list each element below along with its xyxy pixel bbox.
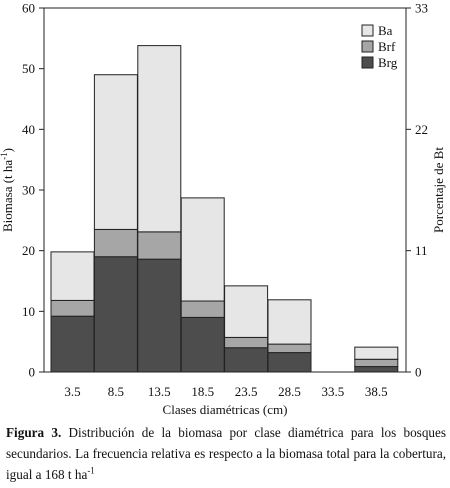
bars (50, 45, 399, 373)
bar-segment-brg-18-5 (180, 316, 225, 373)
y2-tick-label: 0 (415, 365, 422, 380)
y-tick-label: 40 (22, 122, 35, 137)
y2-tick-label: 22 (415, 122, 428, 137)
y-tick-label: 10 (22, 304, 35, 319)
x-tick-label: 28.5 (278, 384, 301, 399)
caption-label: Figura 3. (6, 425, 62, 440)
bar-segment-ba-23-5 (224, 285, 269, 338)
bar-segment-brg-23-5 (224, 347, 269, 373)
bar-segment-brg-8-5 (93, 256, 138, 373)
y2-tick-label: 11 (415, 243, 428, 258)
bar-segment-brf-18-5 (180, 300, 225, 318)
bar-segment-brf-8-5 (93, 228, 138, 258)
legend-label-brf: Brf (378, 39, 396, 54)
bar-segment-brg-28-5 (267, 352, 312, 373)
y-axis-label: Biomasa (t ha-1) (0, 148, 15, 232)
bar-segment-brg-13-5 (137, 258, 182, 373)
x-axis-ticks: 3.5 8.5 13.5 18.5 23.5 28.5 33.5 38.5 (64, 384, 387, 399)
legend-label-brg: Brg (378, 55, 398, 70)
x-tick-label: 3.5 (64, 384, 80, 399)
x-tick-label: 38.5 (365, 384, 388, 399)
bar-segment-brf-3-5 (50, 299, 95, 317)
x-tick-label: 18.5 (191, 384, 214, 399)
bar-segment-ba-18-5 (180, 197, 225, 302)
bar-segment-brf-23-5 (224, 336, 269, 349)
x-tick-label: 13.5 (148, 384, 171, 399)
x-tick-label: 8.5 (108, 384, 124, 399)
bar-segment-brf-28-5 (267, 343, 312, 354)
y-tick-label: 20 (22, 243, 35, 258)
y2-tick-label: 33 (415, 1, 428, 16)
legend-swatch-brg (361, 56, 374, 69)
y-tick-label: 0 (29, 365, 36, 380)
figure-caption: Figura 3. Distribución de la biomasa por… (6, 422, 446, 485)
y2-axis-label: Porcentaje de Bt (431, 147, 446, 233)
y-tick-label: 50 (22, 61, 35, 76)
y-tick-label: 30 (22, 183, 35, 198)
x-tick-label: 33.5 (322, 384, 345, 399)
x-axis-label: Clases diamétricas (cm) (163, 402, 288, 417)
left-axis-ticks: 0 10 20 30 40 50 60 (22, 1, 44, 380)
y-tick-label: 60 (22, 1, 35, 16)
legend-label-ba: Ba (378, 23, 393, 38)
x-tick-label: 23.5 (235, 384, 258, 399)
bar-segment-brg-3-5 (50, 315, 95, 373)
bar-segment-ba-13-5 (137, 45, 182, 233)
bar-segment-ba-3-5 (50, 251, 95, 301)
bar-segment-ba-8-5 (93, 74, 138, 230)
caption-sup: -1 (87, 465, 95, 476)
biomass-chart: 0 10 20 30 40 50 60 0 11 22 33 3.5 8.5 13.5 18.5 23.5… (0, 1, 446, 418)
caption-text: Distribución de la biomasa por clase dia… (6, 425, 446, 482)
right-axis-ticks: 0 11 22 33 (406, 1, 428, 380)
bar-segment-ba-28-5 (267, 299, 312, 345)
bar-segment-brg-38-5 (354, 366, 399, 373)
legend-swatch-ba (361, 24, 374, 37)
bar-segment-brf-13-5 (137, 231, 182, 260)
bar-segment-ba-38-5 (354, 346, 399, 360)
legend-swatch-brf (361, 40, 374, 53)
bar-segment-brf-38-5 (354, 358, 399, 368)
